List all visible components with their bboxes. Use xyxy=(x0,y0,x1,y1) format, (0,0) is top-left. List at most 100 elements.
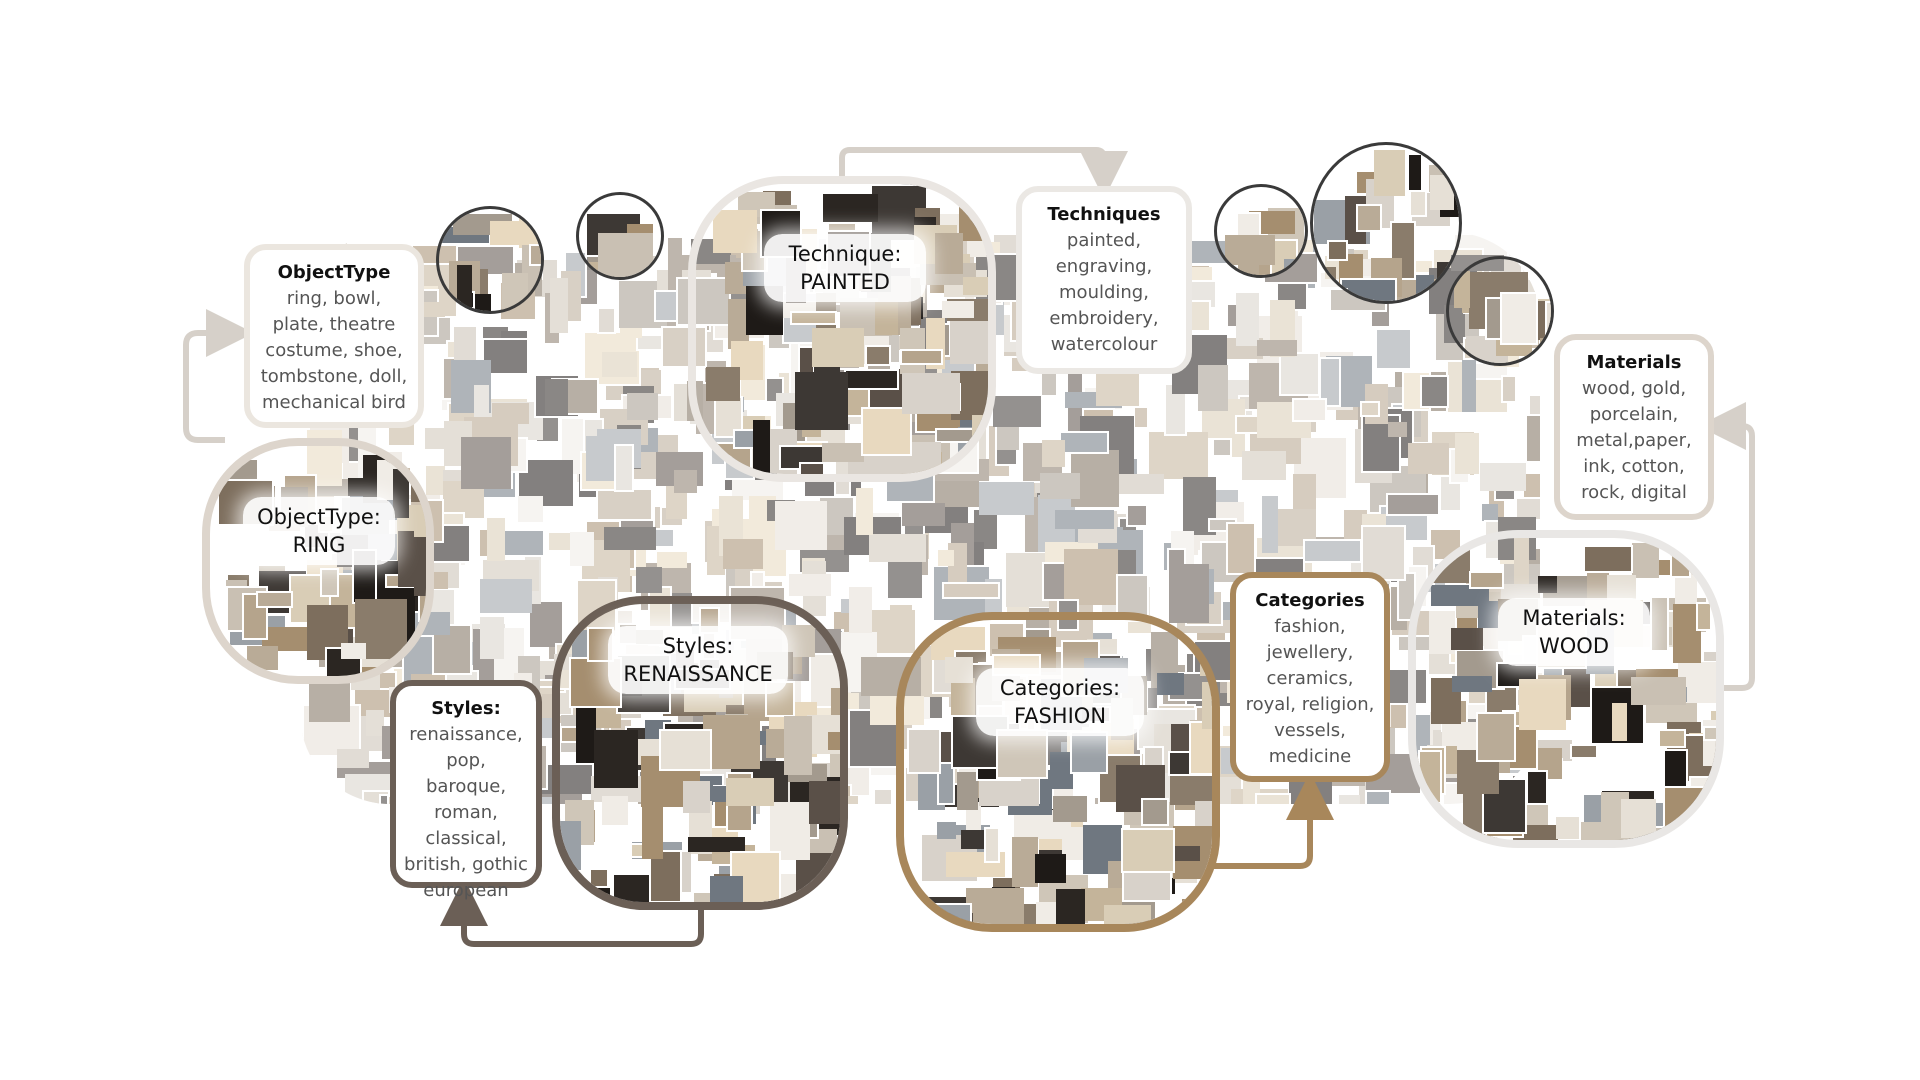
collage-tile xyxy=(604,527,657,551)
collage-tile xyxy=(1537,575,1558,594)
cluster-wood xyxy=(1408,530,1724,848)
collage-tile xyxy=(1428,610,1456,655)
collage-tile xyxy=(829,728,840,787)
collage-tile xyxy=(502,531,543,555)
collage-tile xyxy=(642,805,663,859)
collage-tile xyxy=(1235,292,1259,347)
collage-tile xyxy=(336,748,369,768)
collage-tile xyxy=(1188,720,1212,776)
collage-tile xyxy=(1338,795,1361,804)
collage-tile xyxy=(1120,828,1176,873)
collage-tile xyxy=(1039,472,1081,500)
collage-tile xyxy=(855,487,874,536)
collage-tile xyxy=(1451,628,1483,651)
collage-tile xyxy=(888,554,922,599)
collage-tile xyxy=(1055,510,1115,530)
collage-tile xyxy=(425,465,445,495)
collage-tile xyxy=(597,306,616,335)
collage-tile xyxy=(309,678,350,722)
collage-tile xyxy=(1669,546,1692,579)
collage-tile xyxy=(474,385,489,417)
collage-tile xyxy=(1125,504,1148,528)
collage-tile xyxy=(753,419,771,474)
collage-tile xyxy=(1377,329,1410,369)
collage-tile xyxy=(1114,474,1164,495)
collage-tile xyxy=(725,777,775,807)
collage-tile xyxy=(673,383,688,421)
collage-tile xyxy=(1544,300,1551,344)
cluster-label-fashion: Categories: FASHION xyxy=(976,668,1144,736)
collage-tile xyxy=(861,406,913,456)
collage-tile xyxy=(1499,292,1539,346)
collage-tile xyxy=(727,298,750,350)
collage-tile xyxy=(705,366,741,402)
collage-tile xyxy=(1425,823,1454,840)
collage-tile xyxy=(1482,503,1499,521)
collage-tile xyxy=(848,586,873,634)
collage-circle xyxy=(436,206,544,314)
collage-tile xyxy=(1518,679,1566,730)
collage-tile xyxy=(1429,174,1455,211)
collage-tile xyxy=(821,442,865,463)
collage-tile xyxy=(1063,549,1118,605)
box-list: fashion, jewellery, ceramics, royal, rel… xyxy=(1245,616,1375,767)
collage-tile xyxy=(479,579,533,614)
arrow-ring-to-objecttype xyxy=(183,309,254,443)
box-title: Styles: xyxy=(431,698,501,719)
collage-tile xyxy=(1514,532,1530,584)
collage-tile xyxy=(550,278,569,334)
collage-tile xyxy=(1611,703,1627,742)
collage-tile xyxy=(1657,728,1687,748)
collage-tile xyxy=(1197,365,1228,411)
collage-tile xyxy=(1177,912,1212,924)
collage-tile xyxy=(1204,893,1212,924)
box-list: renaissance, pop, baroque, roman, classi… xyxy=(404,724,528,901)
collage-tile xyxy=(1556,817,1579,840)
collage-tile xyxy=(957,771,979,811)
collage-tile xyxy=(1430,584,1489,607)
collage-tile xyxy=(869,609,916,654)
collage-tile xyxy=(1469,570,1505,590)
collage-tile xyxy=(1388,422,1408,438)
collage-tile xyxy=(1525,769,1549,805)
collage-tile xyxy=(942,301,975,319)
collage-tile xyxy=(917,902,972,924)
collage-tile xyxy=(365,710,385,736)
collage-tile xyxy=(673,470,698,493)
box-list: ring, bowl, plate, theatre costume, shoe… xyxy=(260,288,408,413)
box-list: wood, gold, porcelain, metal,paper, ink,… xyxy=(1576,378,1692,503)
collage-tile xyxy=(256,591,294,608)
collage-tile xyxy=(958,205,988,241)
collage-tile xyxy=(518,495,544,523)
collage-tile xyxy=(1104,905,1151,924)
collage-tile xyxy=(901,372,961,414)
collage-tile xyxy=(1240,264,1282,275)
collage-tile xyxy=(1501,375,1518,404)
collage-circle xyxy=(1214,184,1308,278)
collage-tile xyxy=(582,261,598,277)
collage-tile xyxy=(1190,266,1213,283)
collage-tile xyxy=(1293,473,1316,514)
collage-tile xyxy=(487,518,505,562)
collage-tile xyxy=(1148,432,1209,479)
collage-tile xyxy=(216,459,258,483)
collage-tile xyxy=(774,501,827,551)
collage-tile xyxy=(1262,496,1278,553)
collage-tile xyxy=(1212,438,1232,457)
box-title: Categories xyxy=(1255,590,1365,611)
collage-circle xyxy=(576,192,664,280)
collage-tile xyxy=(1480,463,1526,492)
collage-tile xyxy=(788,574,832,597)
collage-tile xyxy=(811,327,865,367)
collage-tile xyxy=(571,630,590,661)
collage-tile xyxy=(460,436,512,489)
cluster-label-renaissance: Styles: RENAISSANCE xyxy=(608,626,788,694)
arrow-wood-to-materials xyxy=(1698,402,1755,691)
cluster-label-ring: ObjectType: RING xyxy=(243,497,395,565)
collage-tile xyxy=(874,790,892,804)
collage-tile xyxy=(1042,439,1066,467)
collage-tile xyxy=(1582,545,1633,573)
cluster-painted xyxy=(688,176,996,482)
collage-tile xyxy=(1540,337,1551,358)
collage-tile xyxy=(627,392,658,420)
